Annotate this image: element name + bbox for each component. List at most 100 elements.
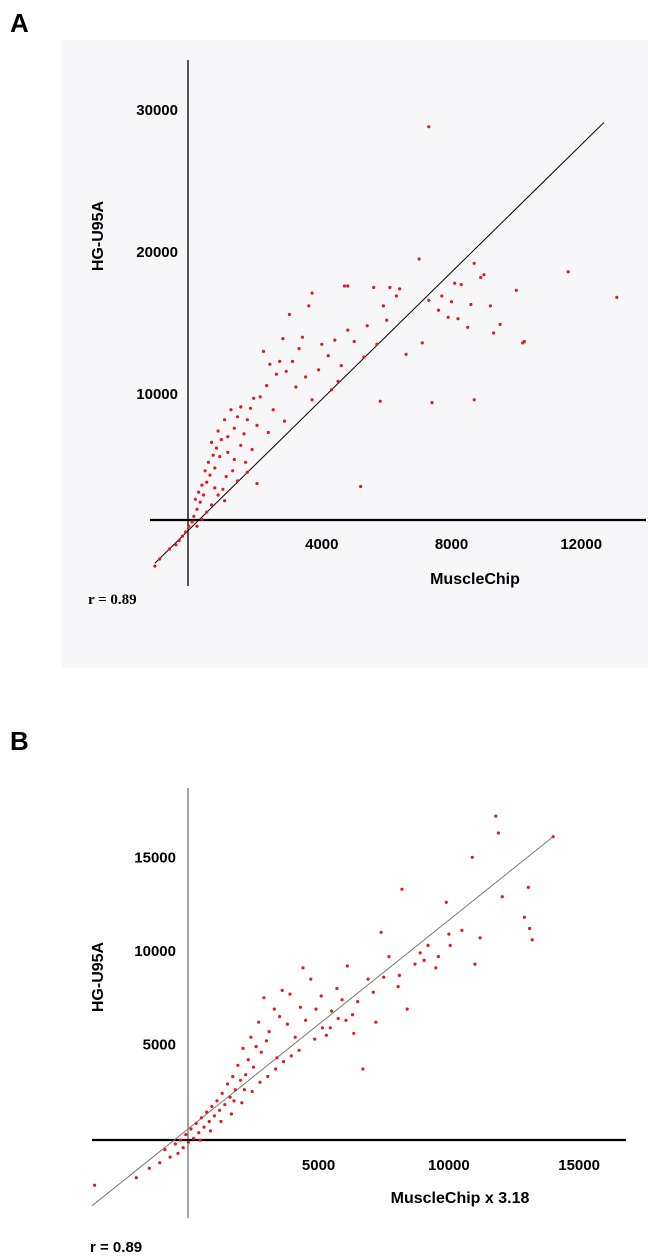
- panel-a-x-tick-label: 12000: [560, 536, 602, 553]
- panel-a-point: [492, 331, 496, 335]
- panel-a-point: [282, 419, 287, 423]
- panel-b-point: [336, 1016, 340, 1021]
- panel-b-point: [478, 936, 482, 940]
- panel-b-point: [526, 885, 530, 889]
- panel-a-point: [195, 524, 199, 528]
- panel-a-point: [281, 337, 285, 341]
- panel-b-point: [340, 998, 344, 1002]
- panel-b-point: [199, 1116, 203, 1120]
- panel-b-letter: B: [10, 726, 29, 756]
- panel-a-point: [258, 395, 262, 399]
- panel-b-point: [220, 1091, 224, 1095]
- panel-a-point: [265, 384, 269, 388]
- panel-a-point: [239, 443, 243, 447]
- panel-a-point: [342, 284, 347, 288]
- panel-b-point: [460, 928, 464, 933]
- panel-a-point: [187, 524, 191, 528]
- panel-a-point: [205, 480, 209, 484]
- panel-a-point: [201, 493, 206, 497]
- panel-b-point: [313, 1037, 317, 1041]
- panel-b-point: [168, 1155, 172, 1159]
- panel-a-point: [336, 379, 340, 383]
- panel-b-point: [400, 887, 404, 891]
- panel-a-point: [197, 490, 201, 494]
- panel-b-point: [147, 1166, 151, 1170]
- panel-a-point: [210, 440, 214, 444]
- panel-b-y-tick-label: 5000: [143, 1037, 176, 1054]
- panel-a-point: [304, 375, 308, 379]
- panel-a-point: [192, 514, 196, 518]
- panel-b-point: [231, 1074, 235, 1079]
- panel-b-point: [272, 1007, 276, 1011]
- panel-a-point: [211, 453, 215, 457]
- panel-b-y-axis-label: HG-U95A: [90, 941, 107, 1012]
- panel-b-point: [229, 1112, 233, 1116]
- panel-a-point: [232, 426, 236, 430]
- panel-b-point: [356, 1000, 360, 1004]
- panel-a-point: [245, 418, 249, 422]
- panel-b-point: [522, 915, 527, 919]
- panel-a-point: [339, 364, 343, 368]
- panel-b-point: [426, 943, 430, 948]
- panel-a-x-tick-label: 8000: [435, 536, 468, 553]
- panel-a-point: [359, 484, 363, 489]
- panel-b-point: [266, 1074, 270, 1079]
- panel-b-point: [397, 973, 401, 978]
- panel-b-point: [189, 1127, 193, 1131]
- panel-b-point: [267, 1030, 271, 1034]
- panel-b-point: [240, 1101, 244, 1105]
- panel-a-y-tick-label: 20000: [136, 244, 178, 261]
- panel-a-point: [226, 435, 230, 439]
- panel-a-letter: A: [10, 8, 29, 38]
- panel-a-point: [300, 335, 304, 339]
- panel-a-point: [271, 408, 275, 412]
- panel-a-x-axis-label: MuscleChip: [430, 571, 520, 588]
- panel-b-correlation: r = 0.89: [90, 1239, 142, 1256]
- panel-b-point: [379, 930, 383, 934]
- panel-b-point: [275, 1056, 279, 1060]
- panel-a-point: [177, 538, 181, 543]
- panel-a-point: [566, 270, 570, 274]
- panel-b-chart: 5000 10000 15000 5000 10000 15000 MuscleChip…: [90, 788, 626, 1256]
- panel-a-point: [346, 328, 350, 332]
- panel-a-point: [216, 493, 220, 497]
- panel-a-point: [268, 362, 272, 366]
- panel-b-point: [530, 938, 534, 942]
- panel-b-regression-line: [91, 836, 554, 1207]
- panel-a-point: [223, 499, 227, 503]
- panel-b-point: [134, 1176, 138, 1180]
- panel-b-x-tick-label: 15000: [558, 1157, 600, 1174]
- panel-b-point: [352, 1031, 356, 1035]
- panel-b-point: [330, 1009, 334, 1013]
- panel-b-x-axis-label: MuscleChip x 3.18: [391, 1190, 530, 1207]
- panel-b-point: [179, 1138, 183, 1142]
- panel-b-point: [225, 1082, 230, 1086]
- panel-a-point: [346, 284, 350, 288]
- panel-b-point: [197, 1131, 201, 1135]
- panel-b-point: [238, 1078, 243, 1082]
- panel-a-point: [203, 469, 207, 473]
- panel-a-point: [200, 517, 204, 521]
- panel-a-point: [205, 510, 209, 514]
- panel-b-points: [93, 814, 555, 1187]
- panel-a-point: [219, 438, 223, 442]
- panel-a-point: [469, 302, 473, 307]
- panel-a-point: [430, 401, 434, 405]
- panel-a-point: [297, 347, 301, 351]
- panel-a-point: [252, 396, 256, 400]
- panel-b-point: [447, 932, 451, 936]
- panel-a-point: [378, 399, 382, 403]
- panel-b-point: [244, 1073, 248, 1077]
- panel-b-point: [448, 943, 452, 948]
- panel-b-point: [374, 1020, 378, 1024]
- panel-a-point: [522, 339, 527, 344]
- panel-a-point: [200, 483, 204, 487]
- panel-b-point: [418, 951, 422, 955]
- panel-b-point: [194, 1121, 198, 1125]
- panel-a-point: [488, 304, 492, 308]
- panel-a-point: [231, 469, 235, 473]
- panel-a-point: [180, 534, 184, 538]
- panel-a-point: [226, 450, 230, 454]
- panel-a-point: [206, 460, 210, 464]
